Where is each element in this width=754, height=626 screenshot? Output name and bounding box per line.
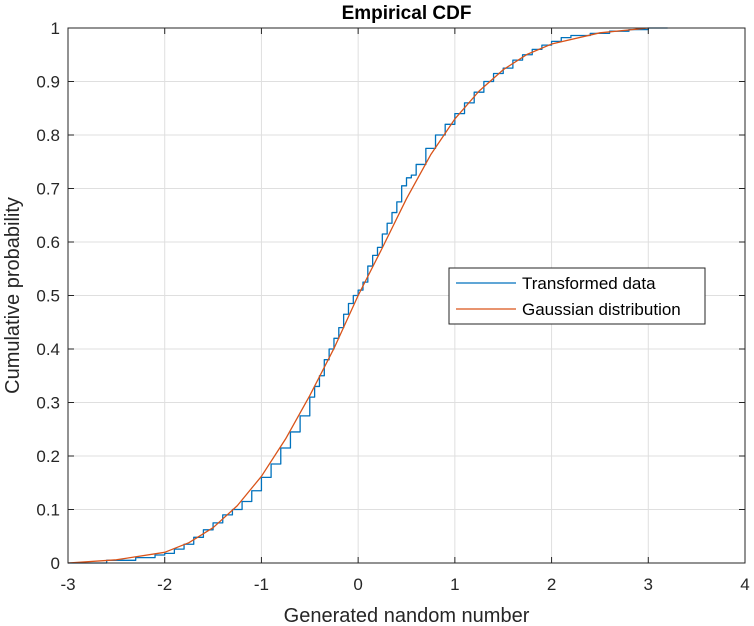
x-tick-label: -2 [157, 575, 172, 594]
x-tick-labels: -3 -2 -1 0 1 2 3 4 [60, 575, 749, 594]
x-tick-label: -1 [254, 575, 269, 594]
y-tick-label: 0.1 [36, 501, 60, 520]
y-tick-label: 0 [51, 554, 60, 573]
chart-title: Empirical CDF [342, 3, 472, 24]
tick-marks [67, 27, 746, 564]
y-tick-label: 0.9 [36, 73, 60, 92]
x-tick-label: 1 [450, 575, 459, 594]
x-tick-label: 0 [353, 575, 362, 594]
legend-entry-transformed-data: Transformed data [522, 274, 656, 293]
x-tick-label: 3 [644, 575, 653, 594]
y-tick-label: 0.8 [36, 126, 60, 145]
x-axis-title: Generated nandom number [284, 605, 530, 626]
y-axis-title: Cumulative probability [2, 197, 24, 394]
y-tick-labels: 0 0.1 0.2 0.3 0.4 0.5 0.6 0.7 0.8 0.9 1 [36, 19, 60, 573]
legend-entry-gaussian-distribution: Gaussian distribution [522, 300, 681, 319]
legend-box [448, 267, 706, 325]
y-tick-label: 0.6 [36, 233, 60, 252]
x-tick-label: 2 [547, 575, 556, 594]
y-tick-label: 0.4 [36, 340, 60, 359]
series-group [67, 27, 668, 564]
y-tick-label: 0.3 [36, 394, 60, 413]
legend: Transformed data Gaussian distribution [448, 267, 706, 325]
y-tick-label: 0.7 [36, 180, 60, 199]
y-tick-label: 0.2 [36, 447, 60, 466]
y-tick-label: 0.5 [36, 287, 60, 306]
x-tick-label: 4 [740, 575, 749, 594]
y-tick-label: 1 [51, 19, 60, 38]
series-line-gaussian-distribution [67, 27, 649, 564]
x-tick-label: -3 [60, 575, 75, 594]
